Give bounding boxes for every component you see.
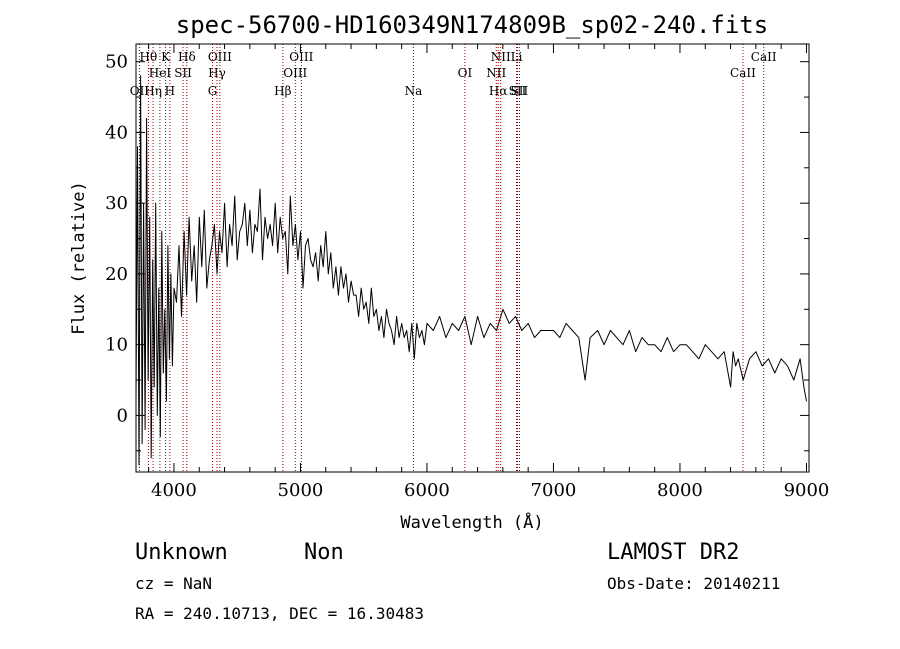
x-tick-label-0: 4000	[151, 480, 197, 501]
ra-dec-coordinates: RA = 240.10713, DEC = 16.30483	[135, 604, 424, 623]
line-marker-label-17: Hα	[489, 84, 508, 98]
emission-line-markers	[138, 44, 765, 472]
line-marker-label-14: Na	[405, 84, 423, 98]
x-tick-label-3: 7000	[531, 480, 577, 501]
line-marker-label-13: OIII	[289, 50, 313, 64]
redshift-cz: cz = NaN	[135, 574, 212, 593]
line-marker-label-15: OI	[458, 66, 473, 80]
plot-frame	[135, 43, 810, 473]
spectrum-line	[135, 75, 807, 466]
line-marker-label-12: OIII	[283, 66, 307, 80]
x-axis-label: Wavelength (Å)	[400, 511, 543, 533]
object-subclass: Non	[304, 540, 344, 565]
line-marker-label-19: Li	[511, 50, 523, 64]
line-marker-label-2: Hη	[144, 84, 162, 98]
x-tick-label-5: 9000	[784, 480, 830, 501]
object-class: Unknown	[135, 540, 228, 565]
line-marker-label-22: CaII	[730, 66, 756, 80]
line-marker-label-5: H	[165, 84, 175, 98]
y-tick-label-1: 10	[105, 335, 128, 356]
survey-name: LAMOST DR2	[607, 540, 739, 565]
x-tick-label-2: 6000	[404, 480, 450, 501]
x-tick-label-1: 5000	[278, 480, 324, 501]
line-marker-label-21: SII	[511, 84, 529, 98]
chart-title: spec-56700-HD160349N174809B_sp02-240.fit…	[176, 11, 768, 39]
x-tick-label-4: 8000	[657, 480, 703, 501]
y-axis: 0 10 20 30 40 50	[105, 52, 809, 452]
line-marker-label-3: HeI	[149, 66, 172, 80]
observation-date: Obs-Date: 20140211	[607, 574, 780, 593]
x-axis: 4000 5000 6000 7000 8000 9000	[148, 44, 830, 501]
line-marker-label-7: Hδ	[178, 50, 196, 64]
emission-line-labels: OII Hθ Hη HeI K H SII Hδ G Hγ OIII Hβ OIII OIII Na OI NI…	[130, 50, 777, 98]
line-marker-label-16: NII	[486, 66, 506, 80]
y-axis-label: Flux (relative)	[69, 181, 89, 335]
y-tick-label-0: 0	[117, 405, 128, 426]
line-marker-label-0: OII	[130, 84, 150, 98]
spectrum-series	[135, 75, 807, 466]
y-tick-label-2: 20	[105, 264, 128, 285]
line-marker-label-4: K	[161, 50, 171, 64]
y-tick-label-5: 50	[105, 52, 128, 73]
line-marker-label-9: Hγ	[208, 66, 226, 80]
line-marker-label-18: NII	[491, 50, 511, 64]
line-marker-label-6: SII	[174, 66, 192, 80]
y-tick-label-4: 40	[105, 122, 128, 143]
line-marker-label-8: G	[208, 84, 218, 98]
line-marker-label-23: CaII	[751, 50, 777, 64]
line-marker-label-11: Hβ	[274, 84, 291, 98]
line-marker-label-1: Hθ	[140, 50, 158, 64]
line-marker-label-10: OIII	[208, 50, 232, 64]
line-marker-label-20: SII	[509, 84, 527, 98]
y-tick-label-3: 30	[105, 193, 128, 214]
